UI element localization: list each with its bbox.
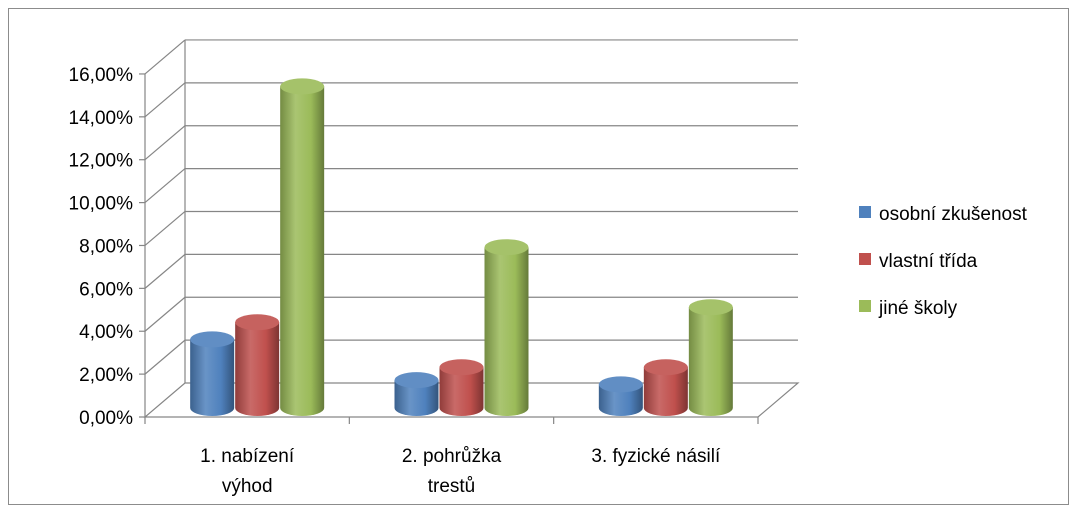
bar-body bbox=[484, 247, 529, 416]
bar-top bbox=[643, 359, 688, 376]
category-labels: 1. nabízení výhod 2. pohrůžka trestů 3. fyzi… bbox=[200, 446, 721, 497]
y-tick-label: 8,00% bbox=[79, 236, 133, 257]
bar bbox=[484, 239, 529, 416]
bar-body bbox=[190, 339, 235, 416]
y-tick-label: 4,00% bbox=[79, 322, 133, 343]
side-wall-gridline bbox=[144, 339, 186, 375]
y-tick-label: 16,00% bbox=[69, 65, 134, 86]
legend: osobní zkušenost vlastní třída jiné školy bbox=[859, 204, 1028, 319]
category-label: 3. fyzické násilí bbox=[591, 446, 721, 467]
bar bbox=[280, 78, 325, 417]
bar bbox=[235, 314, 280, 416]
bar-top bbox=[439, 359, 484, 376]
bars bbox=[190, 78, 733, 417]
y-tick-label: 12,00% bbox=[69, 151, 134, 172]
bar-body bbox=[643, 367, 688, 416]
y-tick-label: 14,00% bbox=[69, 108, 134, 129]
category-label: výhod bbox=[222, 476, 273, 497]
bar bbox=[643, 359, 688, 416]
bar-top bbox=[598, 376, 643, 393]
y-axis bbox=[139, 73, 759, 424]
side-wall-gridline bbox=[144, 168, 186, 204]
bar-top bbox=[394, 372, 439, 389]
y-tick-label: 10,00% bbox=[69, 194, 134, 215]
bar-body bbox=[394, 380, 439, 416]
y-tick-label: 6,00% bbox=[79, 279, 133, 300]
bar bbox=[688, 299, 733, 416]
bar-body bbox=[280, 86, 325, 417]
bar-top bbox=[235, 314, 280, 331]
bar-body bbox=[688, 307, 733, 416]
bar-top bbox=[280, 78, 325, 95]
bar-body bbox=[598, 384, 643, 416]
bar bbox=[439, 359, 484, 416]
bar-body bbox=[235, 322, 280, 416]
bar-top bbox=[190, 331, 235, 348]
y-tick-label: 0,00% bbox=[79, 408, 133, 429]
bar-top bbox=[484, 239, 529, 256]
legend-swatch bbox=[859, 253, 871, 265]
legend-label: jiné školy bbox=[878, 298, 958, 319]
side-wall-gridline bbox=[144, 211, 186, 246]
category-label: 1. nabízení bbox=[200, 446, 295, 467]
side-wall-gridline bbox=[144, 82, 186, 118]
legend-swatch bbox=[859, 300, 871, 312]
legend-label: osobní zkušenost bbox=[879, 204, 1028, 225]
bar-top bbox=[688, 299, 733, 316]
bar-body bbox=[439, 367, 484, 416]
side-wall-gridline bbox=[144, 39, 186, 75]
bar bbox=[598, 376, 643, 416]
y-tick-labels: 0,00% 2,00% 4,00% 6,00% 8,00% 10,00% 12,00% 14,… bbox=[69, 65, 134, 429]
legend-label: vlastní třída bbox=[879, 251, 978, 272]
category-label: 2. pohrůžka bbox=[402, 446, 502, 467]
bar bbox=[190, 331, 235, 416]
category-label: trestů bbox=[428, 476, 476, 497]
bar bbox=[394, 372, 439, 416]
legend-swatch bbox=[859, 206, 871, 218]
side-wall-gridline bbox=[144, 296, 186, 332]
y-tick-label: 2,00% bbox=[79, 365, 133, 386]
side-wall-gridline bbox=[144, 253, 186, 289]
side-wall-gridline bbox=[144, 125, 186, 161]
